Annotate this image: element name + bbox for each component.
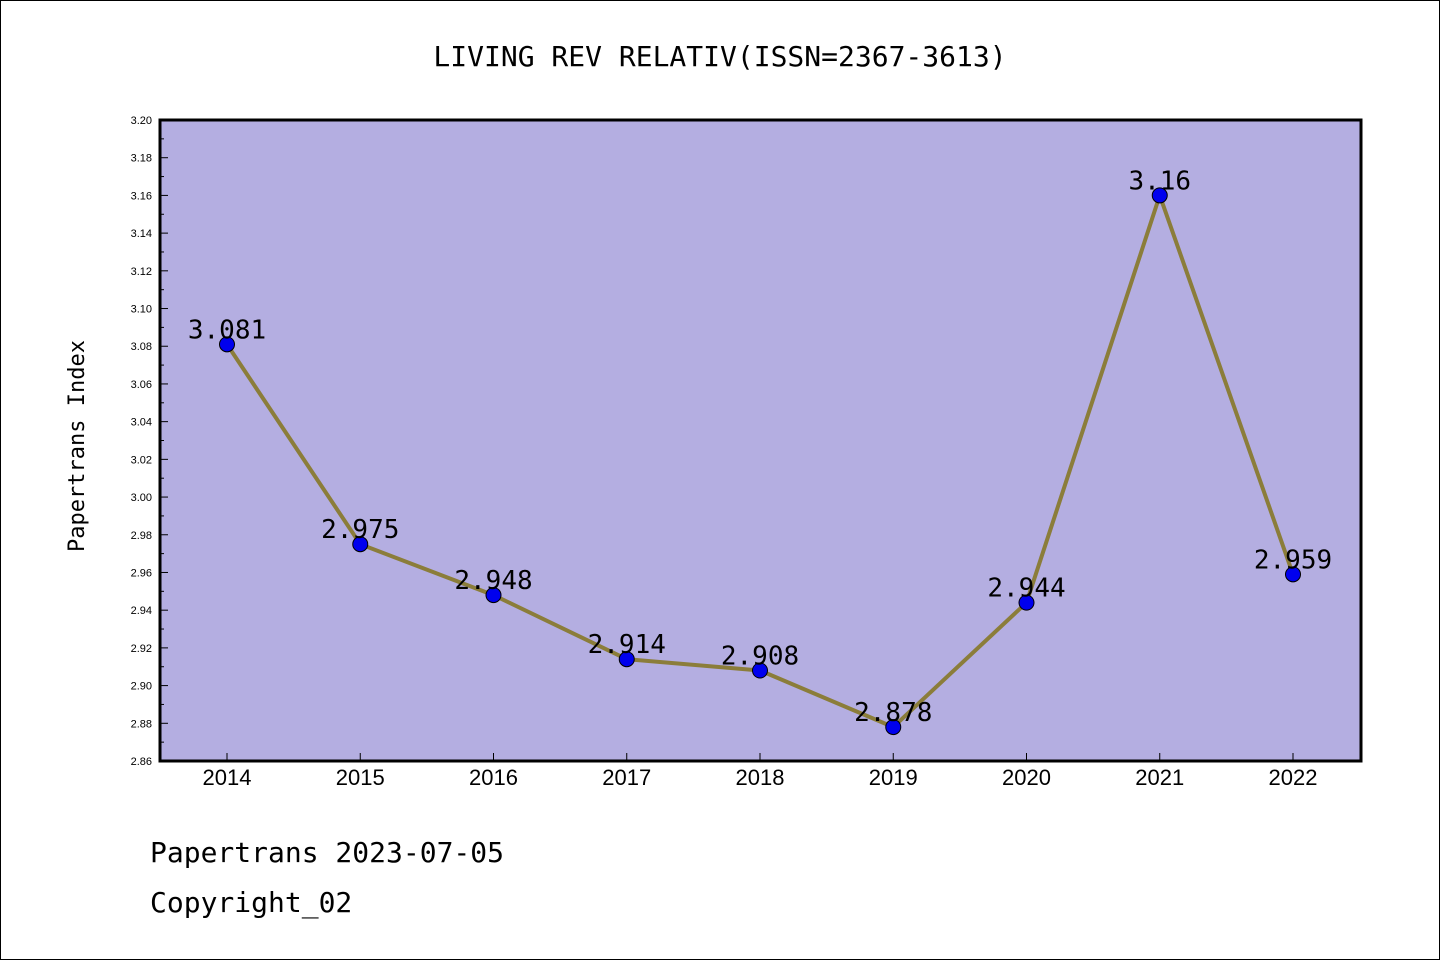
data-label: 2.914 [588, 630, 666, 660]
plot-area [160, 120, 1361, 761]
data-label: 2.878 [854, 698, 932, 728]
y-tick-label: 3.10 [131, 304, 152, 316]
data-label: 2.944 [987, 574, 1065, 604]
x-tick-label: 2021 [1135, 765, 1184, 790]
data-point [1018, 594, 1035, 611]
y-tick-label: 3.04 [131, 417, 152, 429]
data-label: 3.16 [1128, 166, 1191, 196]
y-tick-label: 3.12 [131, 266, 152, 278]
y-tick-label: 3.16 [131, 190, 152, 202]
y-tick-label: 3.02 [131, 454, 152, 466]
data-point [1151, 187, 1168, 204]
data-point [219, 336, 235, 353]
data-point [885, 719, 902, 736]
x-tick-label: 2022 [1269, 765, 1318, 790]
y-axis-label: Papertrans Index [65, 340, 90, 552]
data-point [752, 662, 768, 679]
y-tick-label: 3.08 [131, 341, 152, 353]
y-tick-label: 2.90 [131, 681, 152, 693]
x-tick-label: 2018 [736, 765, 785, 790]
data-point [1285, 566, 1301, 583]
y-tick-label: 2.98 [131, 530, 152, 542]
plot-border [158, 118, 1363, 763]
y-tick-label: 2.88 [131, 718, 152, 730]
data-point [352, 536, 369, 553]
footer-copyright: Copyright_02 [150, 886, 353, 919]
x-tick-label: 2019 [869, 765, 918, 790]
x-tick-label: 2017 [602, 765, 651, 790]
data-label: 2.959 [1254, 545, 1332, 575]
x-tick-label: 2020 [1002, 765, 1051, 790]
y-tick-label: 3.20 [131, 115, 152, 127]
y-tick-label: 3.14 [131, 228, 152, 240]
data-point [485, 587, 502, 604]
x-tick-label: 2015 [336, 765, 385, 790]
data-points [219, 187, 1301, 736]
data-labels: 3.081 2.975 2.948 2.914 2.908 2.878 2.944 3.16 2… [188, 166, 1332, 728]
footer-date: Papertrans 2023-07-05 [150, 836, 505, 869]
y-tick-label: 3.18 [131, 153, 152, 165]
data-label: 3.081 [188, 315, 266, 345]
x-tick-label: 2016 [469, 765, 518, 790]
y-tick-label: 3.00 [131, 492, 152, 504]
y-tick-label: 2.86 [131, 756, 152, 768]
y-axis: 2.86 2.88 2.90 2.92 2.94 2.96 2.98 3.00 3.02 3.04… [131, 115, 168, 768]
data-label: 2.948 [454, 566, 532, 596]
y-tick-label: 3.06 [131, 379, 152, 391]
y-tick-label: 2.96 [131, 567, 152, 579]
y-tick-label: 2.94 [131, 605, 152, 617]
data-label: 2.908 [721, 642, 799, 672]
x-axis: 2014 2015 2016 2017 2018 2019 2020 2021 2022 [203, 753, 1318, 790]
data-point [618, 651, 635, 668]
x-tick-label: 2014 [203, 765, 252, 790]
chart-title: LIVING REV RELATIV(ISSN=2367-3613) [433, 40, 1006, 73]
data-label: 2.975 [321, 515, 399, 545]
y-tick-label: 2.92 [131, 643, 152, 655]
